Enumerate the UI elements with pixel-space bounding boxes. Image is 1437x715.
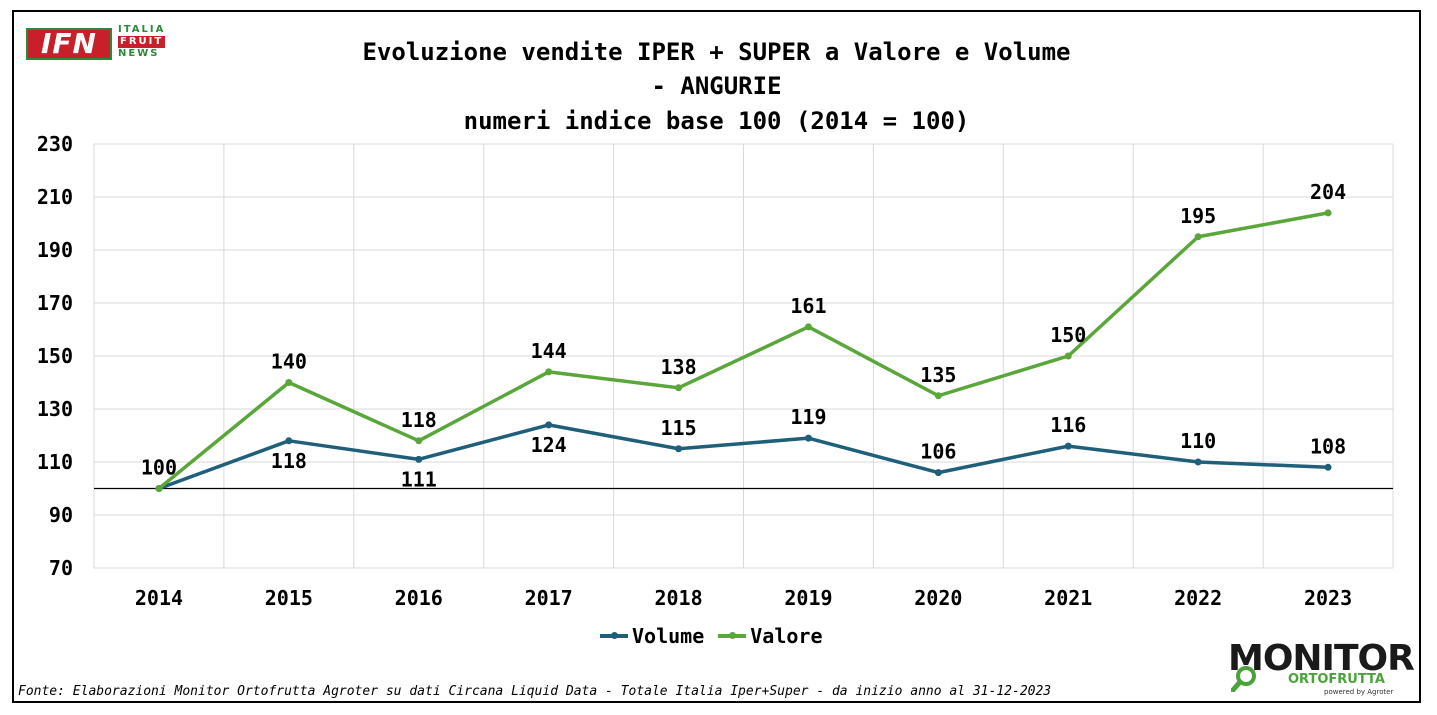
data-point-valore bbox=[1324, 209, 1332, 217]
y-tick-label: 90 bbox=[49, 503, 73, 527]
chart-frame bbox=[12, 10, 1421, 703]
monitor-logo-main: MONITOR bbox=[1228, 638, 1415, 679]
series-line-volume bbox=[158, 423, 1329, 491]
y-tick-label: 70 bbox=[49, 556, 73, 580]
data-label-volume: 115 bbox=[660, 416, 696, 440]
y-tick-label: 230 bbox=[37, 132, 73, 156]
ifn-logo-line1: ITALIA bbox=[118, 24, 166, 35]
data-label-valore: 138 bbox=[660, 355, 696, 379]
source-note: Fonte: Elaborazioni Monitor Ortofrutta A… bbox=[18, 684, 1052, 699]
legend-label-volume: Volume bbox=[632, 624, 705, 648]
data-label-valore: 204 bbox=[1310, 180, 1346, 204]
data-label-volume: 108 bbox=[1310, 434, 1346, 458]
series-line-valore bbox=[157, 211, 1329, 490]
monitor-logo-sub: ORTOFRUTTA bbox=[1288, 672, 1385, 687]
data-point-valore bbox=[285, 379, 293, 386]
data-point-valore bbox=[675, 384, 683, 392]
data-label-volume: 106 bbox=[920, 440, 956, 464]
data-point-volume bbox=[934, 469, 942, 477]
chart-title-line3: numeri indice base 100 (2014 = 100) bbox=[463, 107, 970, 135]
ifn-logo: IFN ITALIA FRUIT NEWS bbox=[26, 24, 176, 64]
data-point-volume bbox=[1064, 442, 1072, 450]
y-tick-label: 150 bbox=[37, 344, 73, 368]
data-point-volume bbox=[285, 437, 293, 445]
data-point-valore bbox=[1194, 233, 1202, 241]
data-point-valore bbox=[1064, 352, 1072, 360]
monitor-logo-powered: powered by Agroter bbox=[1324, 688, 1394, 696]
y-tick-label: 170 bbox=[37, 291, 73, 315]
chart-title-line1: Evoluzione vendite IPER + SUPER a Valore… bbox=[362, 38, 1071, 66]
x-tick-label: 2014 bbox=[135, 586, 183, 610]
data-label-valore: 135 bbox=[920, 363, 956, 387]
data-label-valore: 144 bbox=[531, 339, 567, 363]
data-point-valore bbox=[415, 437, 423, 445]
x-tick-label: 2015 bbox=[265, 586, 313, 610]
y-tick-label: 190 bbox=[37, 238, 73, 262]
y-tick-label: 130 bbox=[37, 397, 73, 421]
ifn-logo-text: ITALIA FRUIT NEWS bbox=[118, 24, 166, 60]
data-label-volume: 124 bbox=[531, 433, 567, 457]
data-label-valore: 161 bbox=[790, 294, 826, 318]
legend-swatch-volume bbox=[600, 632, 628, 639]
data-label-volume: 119 bbox=[790, 405, 826, 429]
data-label-valore: 140 bbox=[271, 350, 307, 374]
chart-title-line2: - ANGURIE bbox=[651, 72, 782, 100]
data-label-valore: 118 bbox=[401, 408, 437, 432]
ifn-logo-mark: IFN bbox=[26, 28, 112, 60]
x-tick-label: 2020 bbox=[914, 586, 962, 610]
x-tick-label: 2022 bbox=[1174, 586, 1222, 610]
ifn-logo-line2: FRUIT bbox=[118, 36, 166, 48]
data-point-valore bbox=[934, 392, 942, 400]
ifn-logo-line3: NEWS bbox=[118, 48, 160, 59]
data-label-volume: 110 bbox=[1180, 429, 1216, 453]
monitor-ortofrutta-logo: MONITOR ORTOFRUTTA powered by Agroter bbox=[1228, 638, 1415, 698]
legend-label-valore: Valore bbox=[750, 624, 823, 648]
x-tick-label: 2018 bbox=[654, 586, 702, 610]
legend-swatch-valore bbox=[718, 632, 747, 639]
x-tick-label: 2021 bbox=[1044, 586, 1092, 610]
x-tick-label: 2016 bbox=[395, 586, 443, 610]
y-tick-label: 110 bbox=[37, 450, 73, 474]
data-point-volume bbox=[675, 445, 683, 453]
data-point-volume bbox=[1324, 463, 1332, 471]
data-label-valore: 100 bbox=[141, 456, 177, 480]
legend-item-valore: Valore bbox=[718, 624, 823, 648]
data-point-volume bbox=[804, 434, 812, 442]
data-label-valore: 195 bbox=[1180, 204, 1216, 228]
x-tick-label: 2023 bbox=[1304, 586, 1352, 610]
data-label-volume: 118 bbox=[271, 449, 307, 473]
x-tick-label: 2017 bbox=[525, 586, 573, 610]
legend-item-volume: Volume bbox=[600, 624, 704, 648]
data-label-volume: 116 bbox=[1050, 413, 1086, 437]
data-label-valore: 150 bbox=[1050, 323, 1086, 347]
x-tick-label: 2019 bbox=[784, 586, 832, 610]
data-point-valore bbox=[155, 485, 163, 492]
data-point-volume bbox=[545, 421, 553, 429]
data-point-volume bbox=[415, 455, 423, 463]
magnifier-icon bbox=[1231, 666, 1256, 692]
data-label-volume: 111 bbox=[401, 467, 437, 491]
data-point-valore bbox=[804, 323, 812, 331]
y-tick-label: 210 bbox=[37, 185, 73, 209]
data-point-volume bbox=[1194, 458, 1202, 466]
chart-legend: Volume Valore bbox=[600, 624, 823, 648]
data-point-valore bbox=[545, 368, 553, 376]
